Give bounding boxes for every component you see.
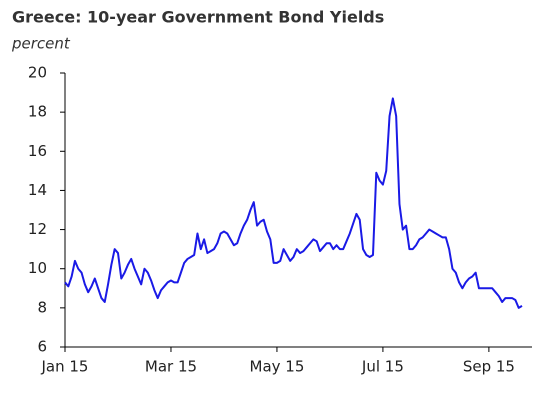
y-tick-label: 20 — [28, 64, 47, 82]
y-tick-label: 8 — [37, 298, 47, 316]
y-tick-label: 16 — [28, 142, 47, 160]
x-tick-label: Jan 15 — [41, 358, 89, 376]
x-tick-label: Jul 15 — [361, 358, 404, 376]
x-tick-label: Sep 15 — [463, 358, 515, 376]
chart-title: Greece: 10-year Government Bond Yields — [12, 8, 384, 27]
y-tick-label: 14 — [28, 181, 47, 199]
data-line — [64, 97, 523, 309]
y-tick-label: 10 — [28, 259, 47, 277]
chart-subtitle: percent — [11, 35, 71, 53]
y-tick-label: 18 — [28, 103, 47, 121]
x-tick-label: Mar 15 — [145, 358, 197, 376]
y-tick-label: 12 — [28, 220, 47, 238]
y-tick-label: 6 — [37, 338, 47, 356]
x-tick-label: May 15 — [250, 358, 305, 376]
